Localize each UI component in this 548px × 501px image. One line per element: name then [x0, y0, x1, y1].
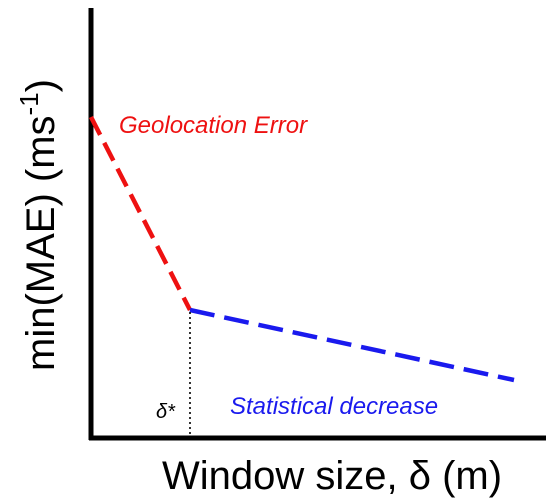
x-axis-title: Window size, δ (m)	[162, 454, 502, 498]
y-axis-title: min(MAE) (ms-1)	[14, 79, 63, 371]
y-axis-title-base: min(MAE) (ms	[19, 115, 63, 371]
threshold-label: δ*	[156, 401, 176, 423]
geolocation-error-label: Geolocation Error	[119, 112, 308, 139]
y-axis-title-superscript: -1	[14, 92, 44, 115]
statistical-decrease-line	[189, 307, 515, 383]
y-axis-title-close: )	[19, 79, 63, 92]
statistical-decrease-label: Statistical decrease	[230, 393, 438, 420]
geolocation-error-line	[88, 115, 193, 312]
